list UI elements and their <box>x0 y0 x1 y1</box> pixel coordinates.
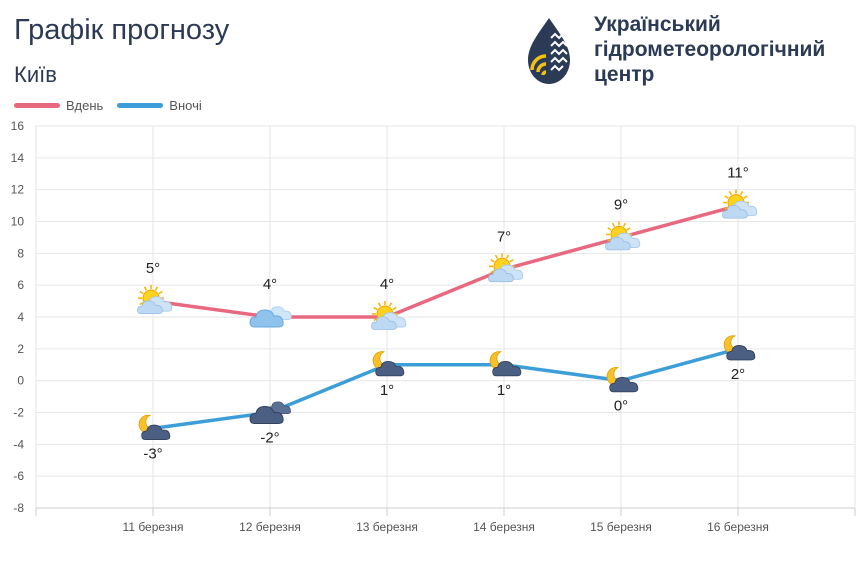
city-name: Київ <box>14 62 57 87</box>
y-tick-label: 16 <box>11 119 25 133</box>
dark-cloud-icon <box>249 401 291 424</box>
data-label: -3° <box>143 445 162 462</box>
data-label: 4° <box>263 276 277 293</box>
y-tick-label: 0 <box>17 374 24 388</box>
data-label: -2° <box>260 430 279 447</box>
sun-cloud-icon <box>605 221 641 251</box>
y-tick-label: 12 <box>11 183 25 197</box>
x-tick-label: 15 березня <box>590 520 652 534</box>
y-tick-label: 4 <box>17 310 24 324</box>
data-label: 5° <box>146 260 160 277</box>
legend-label-night: Вночі <box>169 98 202 113</box>
logo-icon <box>528 18 570 84</box>
org-line-2: гідрометеорологічний <box>594 38 826 61</box>
data-label: 4° <box>380 276 394 293</box>
x-tick-label: 11 березня <box>123 520 184 534</box>
data-label: 2° <box>731 366 745 383</box>
legend: Вдень Вночі <box>14 98 202 113</box>
legend-item-night[interactable]: Вночі <box>117 98 202 113</box>
data-label: 9° <box>614 196 628 213</box>
x-tick-label: 12 березня <box>239 520 301 534</box>
cloud-icon <box>249 306 292 328</box>
page-title: Графік прогнозу <box>14 14 230 46</box>
x-axis-ticks: 11 березня 12 березня 13 березня 14 березня… <box>123 520 769 534</box>
moon-cloud-icon <box>489 351 522 377</box>
data-label: 1° <box>380 382 394 399</box>
data-label: 0° <box>614 398 628 415</box>
y-tick-label: 6 <box>17 278 24 292</box>
sun-cloud-icon <box>722 189 758 219</box>
data-label: 1° <box>497 382 511 399</box>
data-label: 7° <box>497 228 511 245</box>
sun-cloud-icon <box>137 285 173 314</box>
weather-icons <box>137 189 758 440</box>
y-tick-label: -4 <box>13 437 24 451</box>
series-line-day <box>152 203 739 319</box>
legend-swatch-night <box>117 103 164 108</box>
y-tick-label: 14 <box>11 151 25 165</box>
legend-swatch-day <box>14 103 60 108</box>
x-tick-label: 16 березня <box>707 520 769 534</box>
org-line-1: Український <box>594 13 721 36</box>
moon-cloud-icon <box>138 414 171 440</box>
org-line-3: центр <box>594 63 655 86</box>
moon-cloud-icon <box>372 351 405 377</box>
sun-cloud-icon <box>371 301 407 330</box>
x-tick-label: 13 березня <box>356 520 418 534</box>
y-tick-label: 8 <box>17 246 24 260</box>
organization-name: Український гідрометеорологічний центр <box>594 12 825 87</box>
y-tick-label: 2 <box>17 342 24 356</box>
moon-cloud-icon <box>606 367 639 393</box>
chart-grid <box>35 125 856 516</box>
moon-cloud-icon <box>723 335 756 361</box>
series-line-night <box>152 347 739 431</box>
y-tick-label: -2 <box>13 406 24 420</box>
legend-item-day[interactable]: Вдень <box>14 98 103 113</box>
y-tick-label: -8 <box>13 501 24 515</box>
y-tick-label: 10 <box>11 215 25 229</box>
x-tick-label: 14 березня <box>473 520 535 534</box>
y-tick-label: -6 <box>13 469 24 483</box>
legend-label-day: Вдень <box>66 98 104 113</box>
data-label: 11° <box>727 165 749 182</box>
data-labels: 5° 4° 4° 7° 9° 11° -3° -2° 1° 1° 0° 2° <box>143 165 748 463</box>
y-axis-ticks: 16 14 12 10 8 6 4 2 0 -2 -4 -6 -8 <box>11 119 25 515</box>
sun-cloud-icon <box>488 253 524 283</box>
